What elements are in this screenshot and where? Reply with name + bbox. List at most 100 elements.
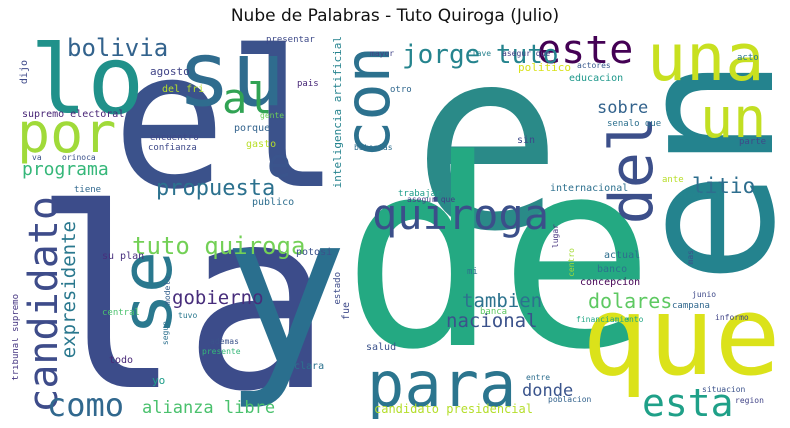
- word-yo: yo: [152, 374, 166, 387]
- word-fue: fue: [341, 302, 352, 321]
- word-orinoca: orinoca: [62, 153, 96, 162]
- word-concepcion: concepcion: [580, 277, 641, 288]
- word-pais: pais: [297, 79, 319, 89]
- word-va: va: [32, 153, 42, 162]
- word-presentar: presentar: [266, 36, 315, 45]
- word-acto: acto: [737, 53, 759, 63]
- word-educacion: educacion: [569, 73, 624, 84]
- word-dijo: dijo: [19, 60, 30, 85]
- word-actores: actores: [577, 61, 611, 70]
- word-inteligencia-artificial: inteligencia artificial: [331, 36, 344, 189]
- word-lo: lo: [30, 36, 145, 136]
- word-tambien: tambien: [462, 290, 543, 312]
- word-al: al: [222, 74, 273, 123]
- chart-title: Nube de Palabras - Tuto Quiroga (Julio): [230, 6, 560, 26]
- word-internacional: internacional: [550, 183, 629, 194]
- word-otro: otro: [390, 85, 412, 95]
- word-todo: todo: [109, 355, 134, 366]
- word-alianza-libre: alianza libre: [142, 398, 276, 418]
- word-bolivia: bolivia: [67, 36, 169, 62]
- word-agosto: agosto: [150, 65, 190, 78]
- word-con: con: [331, 46, 404, 158]
- word-e: e: [267, 141, 292, 187]
- word-una: una: [647, 36, 765, 96]
- word-modelo: modelo: [163, 276, 172, 305]
- word-trabajar: trabajar: [398, 189, 442, 199]
- word-un: un: [700, 86, 767, 150]
- word-parte: parte: [739, 137, 767, 147]
- word-para: para: [367, 348, 517, 420]
- word-litio: litio: [692, 174, 756, 198]
- word-situacion: situacion: [702, 385, 746, 394]
- word-tribunal-supremo: tribunal supremo: [12, 294, 21, 381]
- word-sin: sin: [517, 135, 536, 146]
- word-baterias: baterias: [354, 143, 393, 152]
- word-este: este: [537, 36, 634, 73]
- word-encuentro: encuentro: [150, 133, 199, 143]
- word-sobre: sobre: [597, 98, 649, 118]
- word-electoral: electoral: [678, 191, 722, 200]
- word-ante: ante: [662, 175, 684, 185]
- word-gente: gente: [260, 111, 285, 120]
- word-clara: clara: [294, 361, 325, 372]
- word-politico: politico: [518, 61, 571, 74]
- word-ademas: ademas: [210, 337, 239, 346]
- word-financiamiento: financiamiento: [576, 315, 644, 324]
- word-tiene: tiene: [74, 185, 102, 195]
- word-propuesta: propuesta: [156, 176, 276, 201]
- word-banca: banca: [480, 307, 508, 317]
- word-lugar: lugar: [551, 224, 560, 249]
- word-mayor: mayor: [370, 49, 395, 58]
- word-salud: salud: [366, 342, 397, 353]
- word-asegur-que: asegur que: [502, 49, 551, 58]
- word-centro: centro: [567, 248, 576, 277]
- word-nacional: nacional: [446, 310, 538, 332]
- word-mi: mi: [467, 267, 478, 277]
- word-poblacion: poblacion: [548, 395, 592, 404]
- word-actual: actual: [604, 250, 641, 261]
- word-asegur-que: asegur que: [407, 195, 456, 204]
- word-del: del: [597, 116, 667, 225]
- word-gasto: gasto: [246, 139, 277, 150]
- word-potosi: potosi: [296, 247, 333, 258]
- word-el: el: [112, 36, 341, 231]
- word-la: la: [32, 155, 334, 421]
- word-como: como: [47, 386, 125, 420]
- word-candidato-presidencial: candidato presidencial: [374, 402, 533, 416]
- word-del-fri: del fri: [162, 84, 205, 95]
- word-por: por: [17, 101, 117, 165]
- word-publico: publico: [252, 197, 295, 208]
- word-supremo-electoral: supremo electoral: [22, 109, 125, 120]
- word-junio: junio: [692, 290, 717, 299]
- word-banco: banco: [597, 264, 628, 275]
- word-gobierno: gobierno: [172, 287, 264, 309]
- word-dolares: dolares: [588, 289, 673, 313]
- word-campana: campana: [672, 301, 710, 311]
- word-tuto-quiroga: tuto quiroga: [132, 232, 306, 260]
- word-y: y: [222, 168, 349, 413]
- word-de: de: [342, 105, 656, 407]
- word-estado: estado: [333, 272, 343, 305]
- word-jorge-tuto: jorge tuto: [402, 40, 559, 70]
- word-region: region: [735, 396, 764, 405]
- word-clave: clave: [467, 49, 492, 58]
- word-cloud: e la de el en y que lo su una del con un por se para al e…: [12, 36, 780, 420]
- word-central: central: [102, 308, 140, 318]
- word-expresidente: expresidente: [58, 221, 80, 359]
- word-entre: entre: [526, 373, 551, 382]
- word-mas: mas: [686, 250, 695, 265]
- word-donde: donde: [522, 381, 574, 401]
- word-segun: segun: [161, 321, 170, 346]
- word-senalo-que: senalo que: [607, 119, 662, 129]
- word-presente: presente: [202, 347, 241, 356]
- word-tuvo: tuvo: [178, 311, 198, 320]
- word-su: su: [177, 36, 286, 127]
- word-porque: porque: [234, 123, 271, 134]
- word-informo: informo: [715, 313, 749, 322]
- word-confianza: confianza: [148, 143, 197, 153]
- word-programa: programa: [22, 159, 109, 180]
- word-e: e: [412, 36, 563, 286]
- word-su-plan: su plan: [102, 251, 145, 262]
- word-que: que: [582, 272, 780, 400]
- word-esta: esta: [642, 381, 734, 420]
